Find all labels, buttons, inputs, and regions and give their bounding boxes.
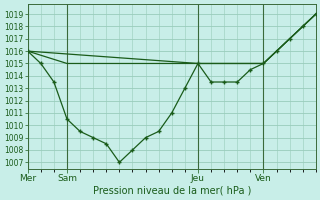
X-axis label: Pression niveau de la mer( hPa ): Pression niveau de la mer( hPa ) bbox=[92, 186, 251, 196]
